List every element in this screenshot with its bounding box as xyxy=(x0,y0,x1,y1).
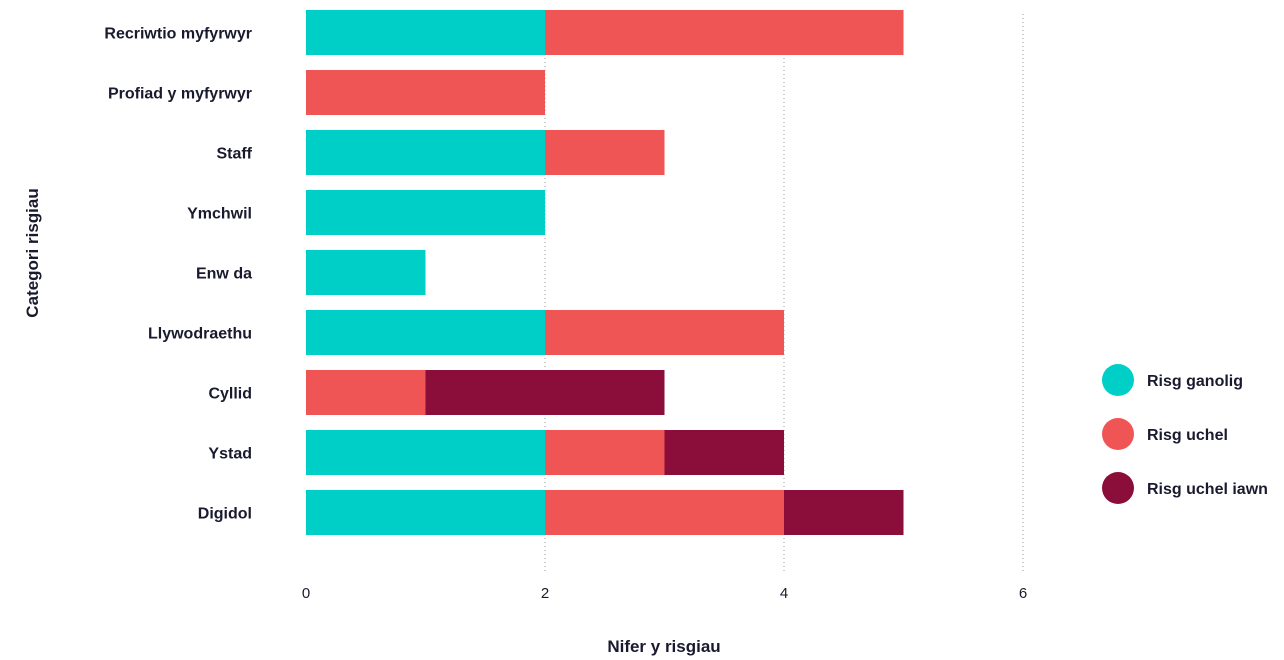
x-axis-title: Nifer y risgiau xyxy=(607,637,720,656)
bar-segment-risg-uchel xyxy=(306,70,545,115)
legend-label: Risg ganolig xyxy=(1147,373,1243,390)
bar-segment-risg-ganolig xyxy=(306,190,545,235)
bar-segment-risg-ganolig xyxy=(306,310,545,355)
legend-label: Risg uchel iawn xyxy=(1147,481,1268,498)
bar-segment-risg-uchel xyxy=(545,10,904,55)
x-tick-label: 4 xyxy=(780,585,788,602)
category-label: Recriwtio myfyrwyr xyxy=(104,26,252,43)
category-label: Digidol xyxy=(198,506,252,523)
legend: Risg ganolig Risg uchel Risg uchel iawn xyxy=(1102,364,1268,504)
category-label: Ymchwil xyxy=(187,206,252,223)
legend-swatch xyxy=(1102,364,1134,396)
bar-segment-risg-uchel xyxy=(306,370,426,415)
bar-segment-risg-uchel xyxy=(545,430,665,475)
bar-segment-risg-uchel xyxy=(545,490,784,535)
category-label: Enw da xyxy=(196,266,252,283)
x-tick-labels: 0 2 4 6 xyxy=(302,585,1027,602)
y-axis-title: Categori risgiau xyxy=(23,188,42,317)
category-label: Ystad xyxy=(208,446,252,463)
legend-swatch xyxy=(1102,472,1134,504)
bar-segment-risg-uchel xyxy=(545,310,784,355)
bar-segment-risg-uchel xyxy=(545,130,665,175)
x-tick-label: 0 xyxy=(302,585,310,602)
x-tick-label: 6 xyxy=(1019,585,1027,602)
bar-segment-risg-ganolig xyxy=(306,490,545,535)
bar-segment-risg-ganolig xyxy=(306,430,545,475)
bar-segment-risg-uchel-iawn xyxy=(784,490,904,535)
bar-segment-risg-uchel-iawn xyxy=(425,370,665,415)
grid-lines xyxy=(544,14,1024,572)
category-labels: Recriwtio myfyrwyr Profiad y myfyrwyr Staf… xyxy=(104,26,252,523)
legend-swatch xyxy=(1102,418,1134,450)
category-label: Profiad y myfyrwyr xyxy=(108,86,252,103)
bar-segment-risg-uchel-iawn xyxy=(664,430,784,475)
category-label: Staff xyxy=(216,146,252,163)
category-label: Cyllid xyxy=(208,386,252,403)
x-tick-label: 2 xyxy=(541,585,549,602)
bar-segment-risg-ganolig xyxy=(306,250,426,295)
category-label: Llywodraethu xyxy=(148,326,252,343)
bar-segment-risg-ganolig xyxy=(306,10,545,55)
legend-label: Risg uchel xyxy=(1147,427,1228,444)
bars xyxy=(306,10,904,535)
bar-segment-risg-ganolig xyxy=(306,130,545,175)
